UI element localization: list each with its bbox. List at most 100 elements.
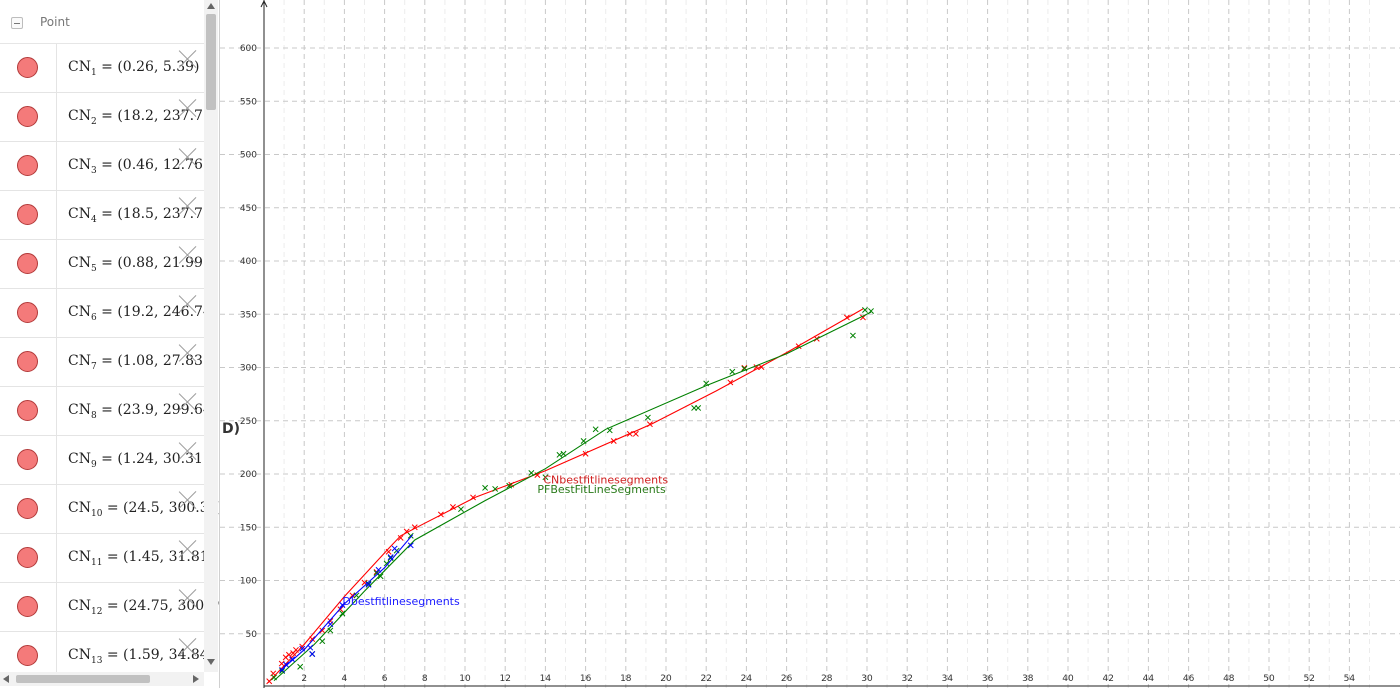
data-point-pf[interactable]	[729, 368, 736, 375]
data-point-pf[interactable]	[606, 427, 613, 434]
delete-icon[interactable]	[178, 49, 198, 69]
algebra-item-label[interactable]: CN1 = (0.26, 5.39)	[68, 59, 200, 78]
data-point-pf[interactable]	[458, 506, 464, 513]
data-point-d[interactable]	[289, 656, 296, 663]
data-point-pf[interactable]	[741, 365, 748, 372]
visibility-toggle-icon[interactable]	[17, 400, 38, 421]
delete-icon[interactable]	[178, 441, 198, 461]
scroll-up-arrow-icon[interactable]	[207, 3, 215, 9]
data-point-pf[interactable]	[542, 474, 549, 481]
delete-icon[interactable]	[178, 539, 198, 559]
data-point-pf[interactable]	[353, 592, 360, 599]
data-point-d[interactable]	[279, 667, 286, 673]
scroll-right-arrow-icon[interactable]	[193, 675, 199, 683]
visibility-toggle-icon[interactable]	[17, 596, 38, 617]
data-point-cn[interactable]	[727, 379, 734, 386]
data-point-cn[interactable]	[582, 450, 589, 457]
data-point-cn[interactable]	[470, 494, 476, 501]
data-point-pf[interactable]	[560, 450, 567, 457]
data-point-cn[interactable]	[437, 511, 444, 518]
data-point-pf[interactable]	[849, 332, 856, 339]
data-point-pf[interactable]	[383, 560, 390, 567]
algebra-item[interactable]: CN11 = (1.45, 31.81)	[0, 534, 214, 583]
data-point-cn[interactable]	[319, 627, 326, 634]
data-point-d[interactable]	[283, 661, 290, 668]
data-point-d[interactable]	[375, 566, 382, 573]
delete-icon[interactable]	[178, 637, 198, 657]
visibility-toggle-icon[interactable]	[17, 449, 38, 470]
data-point-pf[interactable]	[279, 668, 286, 674]
visibility-toggle-icon[interactable]	[17, 204, 38, 225]
data-point-d[interactable]	[387, 554, 394, 561]
pf-fit-label[interactable]: PFBestFitLineSegments	[537, 483, 666, 496]
delete-icon[interactable]	[178, 343, 198, 363]
data-point-d[interactable]	[339, 602, 346, 608]
data-point-cn[interactable]	[626, 430, 633, 437]
algebra-item[interactable]: CN10 = (24.5, 300.39)	[0, 485, 219, 534]
data-point-cn[interactable]	[266, 678, 273, 685]
delete-icon[interactable]	[178, 245, 198, 265]
data-point-pf[interactable]	[319, 638, 326, 645]
data-point-pf[interactable]	[506, 482, 513, 489]
data-point-pf[interactable]	[644, 414, 651, 421]
visibility-toggle-icon[interactable]	[17, 155, 38, 176]
data-point-cn[interactable]	[385, 548, 392, 555]
visibility-toggle-icon[interactable]	[17, 351, 38, 372]
data-point-d[interactable]	[407, 542, 414, 549]
data-point-pf[interactable]	[592, 426, 599, 433]
delete-icon[interactable]	[178, 392, 198, 412]
horizontal-scroll-thumb[interactable]	[16, 675, 150, 683]
scroll-left-arrow-icon[interactable]	[3, 675, 9, 683]
algebra-item[interactable]: CN7 = (1.08, 27.83)	[0, 338, 208, 387]
algebra-item[interactable]: CN9 = (1.24, 30.31)	[0, 436, 208, 485]
algebra-item[interactable]: CN4 = (18.5, 237.71)	[0, 191, 217, 240]
data-point-cn[interactable]	[449, 504, 456, 510]
data-point-cn[interactable]	[632, 430, 639, 437]
delete-icon[interactable]	[178, 196, 198, 216]
graph-canvas[interactable]: 2 4 6 8 10 12 14 16 18 20 22 24 26 28 30 32 34 36 38 40 42 44…	[220, 0, 1400, 688]
data-point-d[interactable]	[309, 651, 316, 657]
d-fit-label[interactable]: Dbestfitlinesegments	[342, 595, 460, 608]
algebra-item[interactable]: CN12 = (24.75, 300.39)	[0, 583, 219, 632]
visibility-toggle-icon[interactable]	[17, 645, 38, 666]
algebra-item[interactable]: CN1 = (0.26, 5.39)	[0, 44, 204, 93]
visibility-toggle-icon[interactable]	[17, 57, 38, 78]
data-point-pf[interactable]	[271, 674, 278, 681]
data-point-pf[interactable]	[528, 469, 535, 476]
data-point-pf[interactable]	[377, 573, 384, 580]
data-point-pf[interactable]	[387, 555, 394, 562]
delete-icon[interactable]	[178, 147, 198, 167]
algebra-item[interactable]: CN6 = (19.2, 246.74)	[0, 289, 217, 338]
data-point-cn[interactable]	[278, 660, 285, 667]
data-point-cn[interactable]	[610, 438, 617, 444]
visibility-toggle-icon[interactable]	[17, 498, 38, 519]
vertical-scroll-thumb[interactable]	[206, 14, 216, 110]
data-point-pf[interactable]	[365, 580, 372, 587]
vertical-scrollbar[interactable]	[204, 0, 218, 672]
data-point-cn[interactable]	[397, 534, 404, 541]
visibility-toggle-icon[interactable]	[17, 106, 38, 127]
data-point-d[interactable]	[327, 621, 334, 628]
data-point-cn[interactable]	[293, 646, 299, 653]
visibility-toggle-icon[interactable]	[17, 253, 38, 274]
data-point-pf[interactable]	[297, 663, 304, 670]
data-point-d[interactable]	[299, 645, 306, 652]
data-point-cn[interactable]	[795, 343, 802, 350]
scroll-down-arrow-icon[interactable]	[207, 659, 215, 665]
data-point-cn[interactable]	[843, 314, 850, 321]
data-point-pf[interactable]	[373, 570, 380, 576]
data-point-cn[interactable]	[646, 421, 653, 428]
data-point-cn[interactable]	[299, 643, 306, 650]
graphics-view[interactable]: 2 4 6 8 10 12 14 16 18 20 22 24 26 28 30 32 34 36 38 40 42 44…	[220, 0, 1400, 688]
data-point-pf[interactable]	[492, 485, 499, 492]
best-fit-line-d[interactable]	[279, 534, 414, 672]
delete-icon[interactable]	[178, 588, 198, 608]
visibility-toggle-icon[interactable]	[17, 547, 38, 568]
data-point-pf[interactable]	[695, 405, 702, 411]
algebra-item[interactable]: CN2 = (18.2, 237.71)	[0, 93, 217, 142]
data-point-pf[interactable]	[482, 484, 489, 491]
cn-fit-label[interactable]: CNbestfitlinesegments	[543, 473, 668, 486]
data-point-pf[interactable]	[862, 307, 868, 313]
data-point-pf[interactable]	[580, 438, 587, 444]
collapse-icon[interactable]	[11, 17, 23, 29]
